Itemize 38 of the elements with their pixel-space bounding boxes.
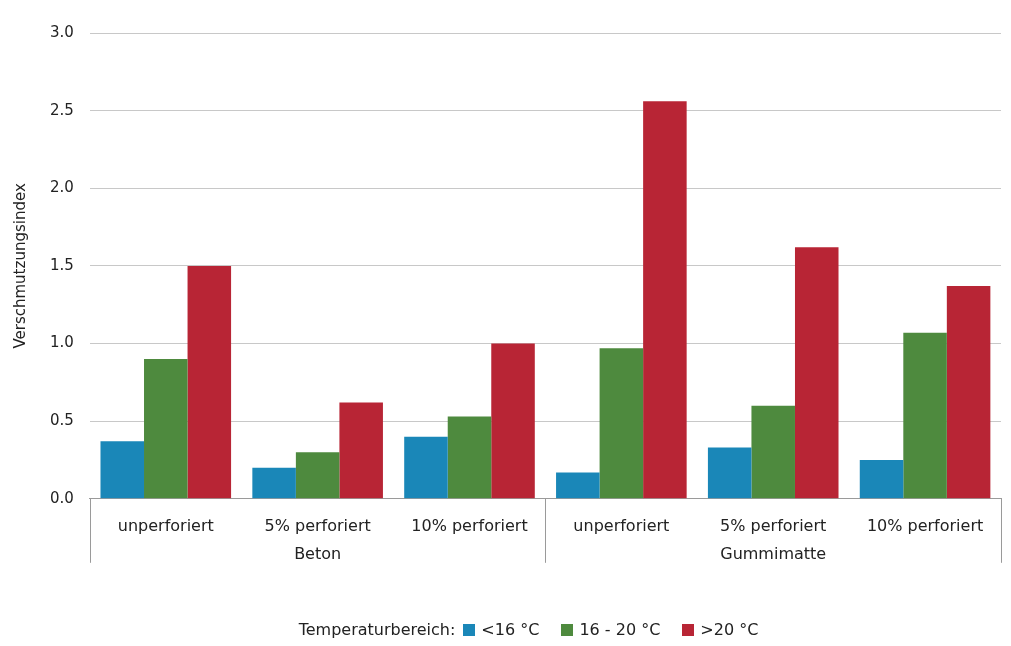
text: Beton xyxy=(294,543,342,563)
y-tick-label: 0.0 xyxy=(50,488,74,507)
bar xyxy=(556,472,600,499)
bar xyxy=(404,436,448,499)
y-tick-label: 3.0 xyxy=(50,22,74,41)
bar xyxy=(252,467,296,499)
bar xyxy=(295,452,340,499)
bar xyxy=(859,459,904,499)
y-tick-label: 0.5 xyxy=(50,411,74,430)
x-tick-label: 5% perforiert xyxy=(720,515,827,535)
bar xyxy=(187,265,232,499)
y-axis-title: Verschmutzungsindex xyxy=(10,183,29,349)
x-tick-label: 5% perforiert xyxy=(264,515,371,535)
bar xyxy=(707,447,752,499)
x-tick-label: 10% perforiert xyxy=(411,515,528,535)
x-tick-label: unperforiert xyxy=(117,515,214,535)
legend-label: >20 °C xyxy=(700,620,759,639)
bar xyxy=(794,247,839,499)
legend-title: Temperaturbereich: xyxy=(298,620,456,639)
x-tick-label: 10% perforiert xyxy=(866,515,984,535)
bar xyxy=(491,343,535,499)
x-tick-label: unperforiert xyxy=(573,515,670,535)
y-tick-label: 1.0 xyxy=(50,333,74,352)
bar xyxy=(100,441,145,499)
bar xyxy=(599,348,644,499)
bar xyxy=(144,359,188,499)
legend-label: 16 - 20 °C xyxy=(579,620,661,639)
bar xyxy=(339,402,383,499)
legend-label: <16 °C xyxy=(481,620,540,639)
bar xyxy=(903,332,947,499)
bar xyxy=(643,101,687,499)
bar xyxy=(751,405,795,499)
y-tick-label: 2.0 xyxy=(50,178,74,197)
bar xyxy=(447,416,492,499)
text: Gummimatte xyxy=(720,543,827,563)
y-tick-label: 1.5 xyxy=(50,255,74,274)
y-tick-label: 2.5 xyxy=(50,100,74,119)
bar xyxy=(946,286,991,499)
